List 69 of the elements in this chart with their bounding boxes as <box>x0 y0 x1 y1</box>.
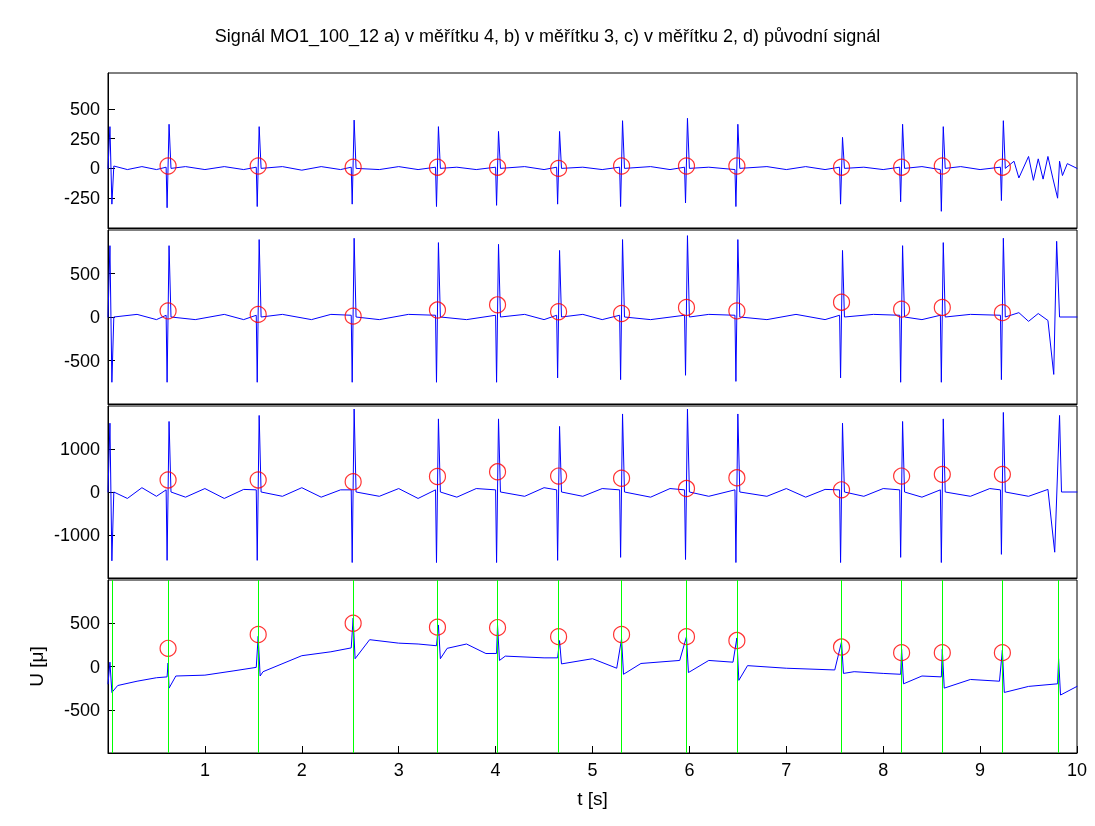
point <box>249 625 267 644</box>
point <box>677 298 696 317</box>
point <box>832 638 851 656</box>
y-tick-label: -500 <box>63 350 100 371</box>
point <box>677 628 696 646</box>
line-series <box>107 117 1078 212</box>
line-series <box>107 617 1078 696</box>
y-tick-label: 500 <box>69 263 100 284</box>
line-series <box>107 408 1078 564</box>
x-tick-label: 2 <box>296 760 307 780</box>
point <box>249 305 267 323</box>
x-tick-label: 5 <box>587 760 598 780</box>
y-tick-label: -1000 <box>53 525 100 545</box>
point <box>893 300 911 318</box>
x-tick-label: 10 <box>1066 760 1088 780</box>
point <box>832 481 851 499</box>
y-tick-label: 0 <box>89 307 100 327</box>
point <box>933 298 951 317</box>
line-series <box>107 235 1078 383</box>
point <box>344 473 362 491</box>
point <box>428 618 447 636</box>
point <box>488 463 507 481</box>
point <box>488 296 507 314</box>
point <box>933 644 951 662</box>
x-axis-title: t [s] <box>577 788 608 809</box>
x-tick-label: 3 <box>393 760 404 780</box>
point <box>893 644 911 662</box>
y-tick-label: 1000 <box>59 439 100 459</box>
point <box>344 307 362 325</box>
point <box>612 469 631 487</box>
point <box>550 467 568 485</box>
point <box>728 469 746 487</box>
x-tick-label: 4 <box>490 760 501 780</box>
x-tick-label: 8 <box>878 760 889 780</box>
y-tick-label: 0 <box>89 482 100 502</box>
y-tick-label: 250 <box>69 128 100 149</box>
point <box>832 293 851 311</box>
x-tick-label: 6 <box>684 760 695 780</box>
x-tick-label: 9 <box>975 760 986 780</box>
y-tick-label: -250 <box>63 188 100 209</box>
y-tick-label: 0 <box>89 656 100 677</box>
point <box>993 304 1011 322</box>
point <box>728 302 746 320</box>
point <box>488 618 507 637</box>
point <box>612 304 631 323</box>
x-tick-label: 7 <box>781 760 792 780</box>
point <box>428 301 447 319</box>
x-tick-label: 1 <box>199 760 210 780</box>
point <box>344 614 362 632</box>
y-axis-title: U [μ] <box>26 646 47 687</box>
y-tick-label: 0 <box>89 158 100 179</box>
point <box>550 628 568 646</box>
point <box>893 467 911 485</box>
point <box>550 303 568 321</box>
point <box>428 467 447 486</box>
point <box>933 465 951 483</box>
point <box>159 471 177 489</box>
y-tick-label: -500 <box>63 699 100 720</box>
y-tick-label: 500 <box>69 613 100 634</box>
point <box>159 639 177 657</box>
point <box>993 465 1011 483</box>
point <box>677 479 696 498</box>
point <box>993 644 1011 662</box>
point <box>728 631 746 650</box>
y-tick-label: 500 <box>69 98 100 119</box>
point <box>249 471 267 489</box>
point <box>159 302 177 320</box>
point <box>612 625 631 644</box>
chart-title: Signál MO1_100_12 a) v měřítku 4, b) v měřítku 3, c) v měřítku 2, d) původní signál <box>214 26 881 47</box>
